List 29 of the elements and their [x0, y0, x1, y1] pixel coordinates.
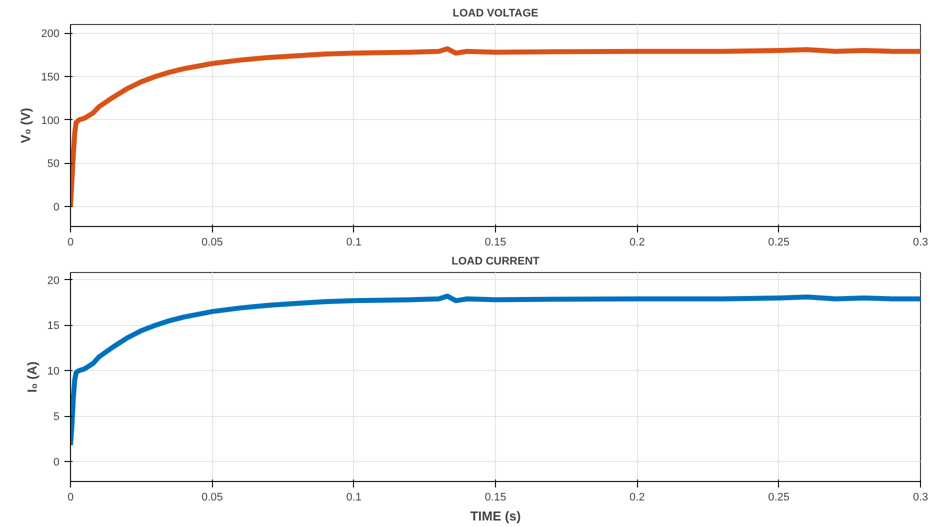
x-tick-label: 0.05: [201, 236, 223, 248]
y-tick-label: 10: [47, 366, 60, 378]
x-tick-label: 0.1: [346, 492, 362, 504]
y-tick-label: 50: [47, 158, 60, 170]
x-tick-label: 0.25: [768, 236, 790, 248]
y-tick-label: 0: [53, 456, 60, 469]
x-tick-label: 0.2: [630, 492, 645, 504]
y-tick-label: 100: [41, 114, 60, 127]
x-tick-label: 0.3: [912, 236, 928, 248]
x-axis-title: TIME (s): [470, 508, 521, 524]
y-tick-label: 5: [53, 411, 60, 424]
x-tick-label: 0.25: [768, 492, 790, 504]
x-tick-label: 0.2: [630, 236, 645, 248]
y-axis-title: I₀ (A): [24, 361, 40, 393]
chart-title: LOAD CURRENT: [452, 256, 540, 268]
x-tick-label: 0.05: [201, 492, 223, 504]
x-tick-label: 0.15: [484, 236, 506, 248]
y-tick-label: 200: [41, 28, 60, 40]
y-tick-label: 20: [47, 274, 60, 287]
x-tick-label: 0.15: [484, 492, 506, 504]
y-tick-label: 15: [47, 320, 60, 332]
x-tick-label: 0.1: [346, 236, 362, 248]
y-tick-label: 0: [53, 202, 60, 214]
y-tick-label: 150: [41, 72, 60, 84]
x-tick-label: 0.3: [912, 492, 928, 504]
y-axis-title: V₀ (V): [18, 108, 34, 144]
chart-title: LOAD VOLTAGE: [452, 8, 538, 20]
x-tick-label: 0: [67, 492, 74, 504]
x-tick-label: 0: [67, 236, 74, 248]
